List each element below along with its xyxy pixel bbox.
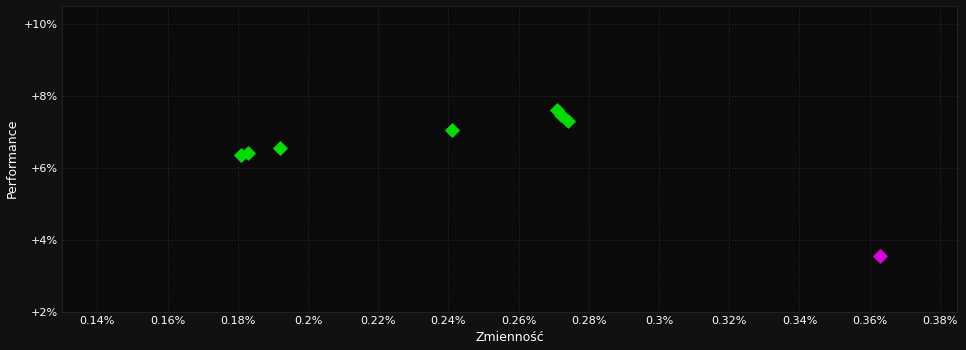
Point (550, 107, 565, 113)
Point (241, 150, 256, 156)
Point (234, 152, 249, 158)
Y-axis label: Performance: Performance (6, 119, 18, 198)
Point (872, 253, 888, 259)
X-axis label: Zmienność: Zmienność (475, 331, 544, 344)
Point (560, 118, 576, 124)
Point (444, 127, 460, 133)
Point (553, 113, 568, 118)
Point (272, 145, 288, 150)
